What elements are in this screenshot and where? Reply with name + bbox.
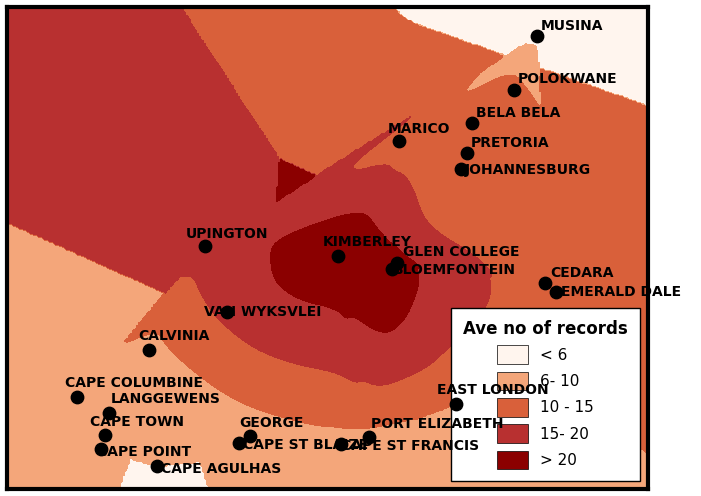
Point [199,243,210,250]
Text: EMERALD DALE: EMERALD DALE [561,285,681,299]
Point [456,165,467,173]
Text: LANGGEWENS: LANGGEWENS [111,392,220,406]
Point [550,288,561,296]
Text: BELA BELA: BELA BELA [475,106,559,120]
Point [332,252,343,260]
Point [531,32,542,40]
Point [71,393,82,401]
Text: PRETORIA: PRETORIA [470,136,549,150]
Text: MARICO: MARICO [388,122,450,136]
Text: CAPE ST BLAIZE: CAPE ST BLAIZE [243,438,367,452]
Point [103,409,114,417]
Text: GEORGE: GEORGE [238,416,303,430]
Text: CALVINIA: CALVINIA [137,329,209,343]
Point [95,445,107,453]
Point [144,346,155,354]
Point [363,433,374,440]
Legend: < 6, 6- 10, 10 - 15, 15- 20, > 20: < 6, 6- 10, 10 - 15, 15- 20, > 20 [451,308,640,482]
Text: UPINGTON: UPINGTON [186,227,268,241]
Point [539,280,550,288]
Text: KIMBERLEY: KIMBERLEY [322,236,411,249]
Point [393,137,404,145]
Text: CAPE COLUMBINE: CAPE COLUMBINE [65,376,203,390]
Point [450,400,461,408]
Text: BLOEMFONTEIN: BLOEMFONTEIN [392,263,515,277]
Point [386,265,397,273]
Point [245,433,256,440]
Text: GLEN COLLEGE: GLEN COLLEGE [402,246,519,259]
Text: CAPE TOWN: CAPE TOWN [90,415,184,429]
Point [221,308,232,315]
Text: MUSINA: MUSINA [540,19,603,33]
Point [151,462,163,470]
Point [100,431,111,439]
Point [461,149,472,157]
Point [391,259,402,267]
Text: CAPE AGULHAS: CAPE AGULHAS [161,462,281,476]
Point [466,120,477,127]
Text: CEDARA: CEDARA [550,266,614,280]
Text: PORT ELIZABETH: PORT ELIZABETH [371,417,503,431]
Point [335,440,346,448]
Text: VAN WYKSVLEI: VAN WYKSVLEI [204,305,321,318]
Text: POLOKWANE: POLOKWANE [517,72,617,86]
Text: CAPE ST FRANCIS: CAPE ST FRANCIS [341,439,479,453]
Point [508,86,519,94]
Text: CAPE POINT: CAPE POINT [97,445,191,459]
Text: JOHANNESBURG: JOHANNESBURG [465,163,591,178]
Text: EAST LONDON: EAST LONDON [437,383,548,397]
Point [233,439,244,447]
